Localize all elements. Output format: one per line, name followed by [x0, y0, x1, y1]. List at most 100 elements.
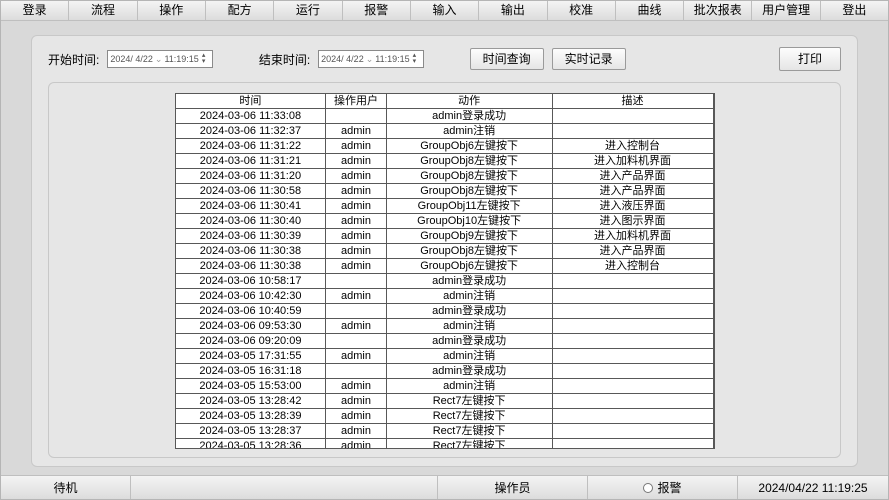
menu-item-11[interactable]: 用户管理: [752, 1, 820, 20]
cell-3: 进入控制台: [552, 139, 713, 154]
cell-1: admin: [326, 424, 386, 439]
status-blank-1: [131, 476, 438, 499]
cell-0: 2024-03-06 11:30:39: [175, 229, 326, 244]
menu-item-2[interactable]: 操作: [138, 1, 206, 20]
log-header-3: 描述: [552, 94, 713, 109]
menu-item-12[interactable]: 登出: [821, 1, 888, 20]
cell-2: GroupObj8左键按下: [386, 169, 552, 184]
table-row[interactable]: 2024-03-05 15:53:00adminadmin注销: [175, 379, 713, 394]
cell-0: 2024-03-06 11:32:37: [175, 124, 326, 139]
menu-item-6[interactable]: 输入: [411, 1, 479, 20]
table-row[interactable]: 2024-03-06 11:31:22adminGroupObj6左键按下进入控…: [175, 139, 713, 154]
cell-2: GroupObj8左键按下: [386, 244, 552, 259]
table-row[interactable]: 2024-03-05 13:28:37adminRect7左键按下: [175, 424, 713, 439]
print-button[interactable]: 打印: [779, 47, 841, 71]
cell-3: 进入产品界面: [552, 244, 713, 259]
menu-item-9[interactable]: 曲线: [616, 1, 684, 20]
menu-item-4[interactable]: 运行: [274, 1, 342, 20]
menu-item-8[interactable]: 校准: [548, 1, 616, 20]
log-table-wrap[interactable]: 时间操作用户动作描述 2024-03-06 11:33:08admin登录成功2…: [175, 93, 715, 449]
cell-1: admin: [326, 349, 386, 364]
menu-item-0[interactable]: 登录: [1, 1, 69, 20]
cell-3: 进入加料机界面: [552, 154, 713, 169]
cell-2: GroupObj8左键按下: [386, 184, 552, 199]
cell-3: 进入液压界面: [552, 199, 713, 214]
spinner-icon[interactable]: ▴▾: [413, 53, 421, 65]
menu-item-1[interactable]: 流程: [69, 1, 137, 20]
cell-2: admin注销: [386, 124, 552, 139]
cell-2: Rect7左键按下: [386, 409, 552, 424]
cell-3: [552, 109, 713, 124]
table-row[interactable]: 2024-03-06 11:30:38adminGroupObj6左键按下进入控…: [175, 259, 713, 274]
table-row[interactable]: 2024-03-06 11:30:38adminGroupObj8左键按下进入产…: [175, 244, 713, 259]
table-row[interactable]: 2024-03-05 17:31:55adminadmin注销: [175, 349, 713, 364]
cell-0: 2024-03-05 13:28:42: [175, 394, 326, 409]
cell-3: [552, 124, 713, 139]
cell-0: 2024-03-05 16:31:18: [175, 364, 326, 379]
cell-1: [326, 334, 386, 349]
table-row[interactable]: 2024-03-06 11:32:37adminadmin注销: [175, 124, 713, 139]
table-row[interactable]: 2024-03-06 10:58:17admin登录成功: [175, 274, 713, 289]
cell-1: admin: [326, 139, 386, 154]
time-query-button[interactable]: 时间查询: [470, 48, 544, 70]
end-date-picker[interactable]: 2024/ 4/22 ⌄ 11:19:15 ▴▾: [318, 50, 423, 68]
start-date-value: 2024/ 4/22: [110, 54, 153, 64]
table-row[interactable]: 2024-03-05 13:28:39adminRect7左键按下: [175, 409, 713, 424]
cell-1: [326, 109, 386, 124]
cell-3: [552, 409, 713, 424]
table-row[interactable]: 2024-03-06 10:42:30adminadmin注销: [175, 289, 713, 304]
cell-2: admin注销: [386, 349, 552, 364]
table-row[interactable]: 2024-03-05 13:28:36adminRect7左键按下: [175, 439, 713, 450]
table-row[interactable]: 2024-03-06 11:30:39adminGroupObj9左键按下进入加…: [175, 229, 713, 244]
table-row[interactable]: 2024-03-06 11:30:41adminGroupObj11左键按下进入…: [175, 199, 713, 214]
cell-1: admin: [326, 124, 386, 139]
spinner-icon[interactable]: ▴▾: [202, 53, 210, 65]
menu-item-5[interactable]: 报警: [343, 1, 411, 20]
start-time-label: 开始时间:: [48, 51, 99, 68]
cell-0: 2024-03-06 11:31:22: [175, 139, 326, 154]
cell-2: GroupObj8左键按下: [386, 154, 552, 169]
table-row[interactable]: 2024-03-06 09:20:09admin登录成功: [175, 334, 713, 349]
cell-1: admin: [326, 244, 386, 259]
cell-1: admin: [326, 214, 386, 229]
start-date-picker[interactable]: 2024/ 4/22 ⌄ 11:19:15 ▴▾: [107, 50, 212, 68]
table-row[interactable]: 2024-03-05 13:28:42adminRect7左键按下: [175, 394, 713, 409]
cell-3: [552, 289, 713, 304]
table-row[interactable]: 2024-03-06 11:33:08admin登录成功: [175, 109, 713, 124]
cell-1: admin: [326, 199, 386, 214]
cell-1: admin: [326, 379, 386, 394]
table-row[interactable]: 2024-03-05 16:31:18 admin登录成功: [175, 364, 713, 379]
cell-3: 进入加料机界面: [552, 229, 713, 244]
cell-0: 2024-03-06 09:53:30: [175, 319, 326, 334]
cell-3: [552, 424, 713, 439]
table-row[interactable]: 2024-03-06 11:30:58adminGroupObj8左键按下进入产…: [175, 184, 713, 199]
table-row[interactable]: 2024-03-06 11:31:20adminGroupObj8左键按下进入产…: [175, 169, 713, 184]
menu-item-3[interactable]: 配方: [206, 1, 274, 20]
table-row[interactable]: 2024-03-06 10:40:59admin登录成功: [175, 304, 713, 319]
end-date-value: 2024/ 4/22: [321, 54, 364, 64]
cell-1: [326, 364, 386, 379]
menu-item-10[interactable]: 批次报表: [684, 1, 752, 20]
table-row[interactable]: 2024-03-06 09:53:30adminadmin注销: [175, 319, 713, 334]
cell-0: 2024-03-05 15:53:00: [175, 379, 326, 394]
cell-1: admin: [326, 259, 386, 274]
status-alarm[interactable]: 报警: [588, 476, 738, 499]
cell-1: admin: [326, 319, 386, 334]
cell-3: [552, 349, 713, 364]
end-time-value: 11:19:15: [375, 54, 409, 64]
cell-2: admin登录成功: [386, 364, 552, 379]
cell-1: admin: [326, 154, 386, 169]
realtime-record-button[interactable]: 实时记录: [552, 48, 626, 70]
cell-3: 进入产品界面: [552, 184, 713, 199]
cell-0: 2024-03-06 11:30:38: [175, 259, 326, 274]
outer-panel: 开始时间: 2024/ 4/22 ⌄ 11:19:15 ▴▾ 结束时间: 202…: [31, 35, 858, 467]
cell-3: [552, 364, 713, 379]
table-row[interactable]: 2024-03-06 11:31:21adminGroupObj8左键按下进入加…: [175, 154, 713, 169]
status-operator: 操作员: [438, 476, 588, 499]
cell-2: GroupObj6左键按下: [386, 139, 552, 154]
cell-1: admin: [326, 394, 386, 409]
cell-3: [552, 334, 713, 349]
cell-0: 2024-03-06 11:33:08: [175, 109, 326, 124]
menu-item-7[interactable]: 输出: [479, 1, 547, 20]
table-row[interactable]: 2024-03-06 11:30:40adminGroupObj10左键按下进入…: [175, 214, 713, 229]
